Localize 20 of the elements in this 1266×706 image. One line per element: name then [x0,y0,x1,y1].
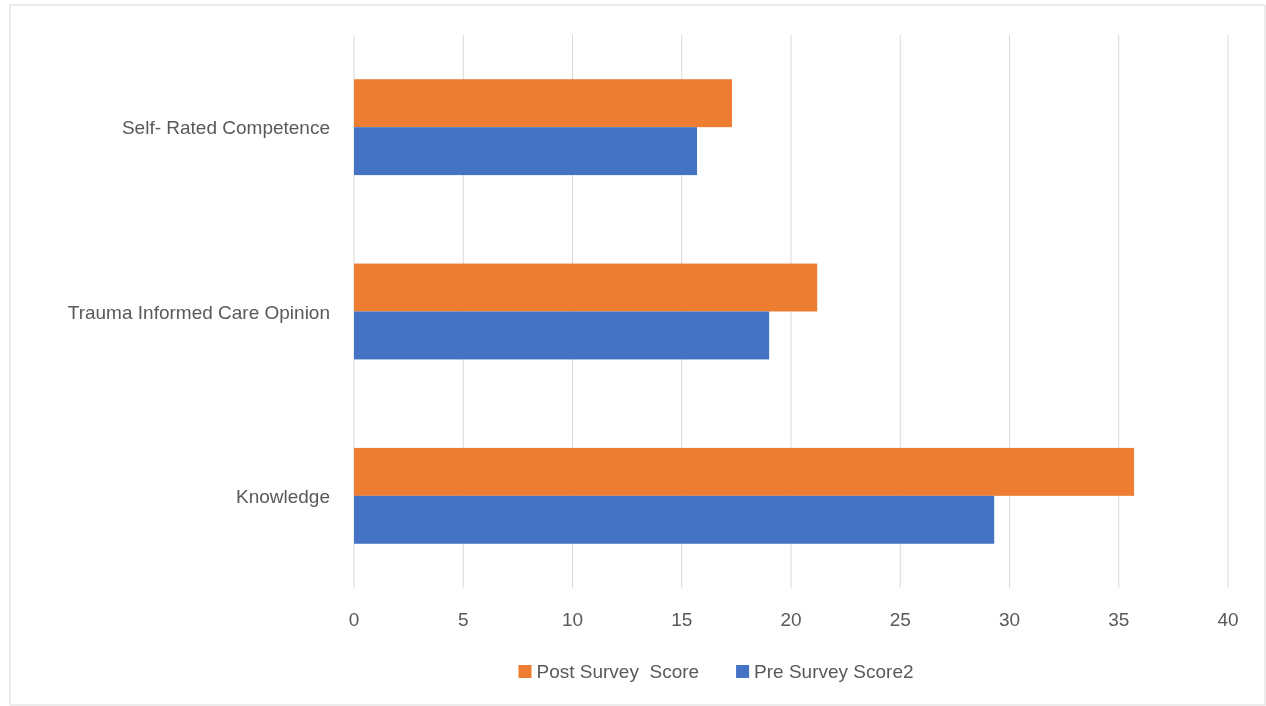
x-tick-label: 10 [561,609,584,630]
bar [354,79,733,128]
y-tick-label: Self- Rated Competence [121,117,330,139]
x-tick-label: 5 [457,609,469,630]
x-tick-label: 40 [1217,609,1239,630]
x-tick-label: 0 [348,609,360,630]
x-tick-label: 20 [780,609,802,630]
x-tick-label: 15 [671,609,693,630]
bar [354,495,995,544]
y-tick-label: Trauma Informed Care Opinion [67,301,330,323]
bar [354,447,1135,496]
bar [354,127,698,176]
bar [354,263,818,312]
bar [354,311,770,360]
x-tick-label: 30 [998,609,1021,630]
y-tick-label: Knowledge [235,485,330,507]
legend-label: Post Survey Score [536,661,700,682]
x-tick-label: 25 [889,609,911,630]
legend-label: Pre Survey Score2 [754,661,914,682]
x-tick-label: 35 [1108,609,1130,630]
